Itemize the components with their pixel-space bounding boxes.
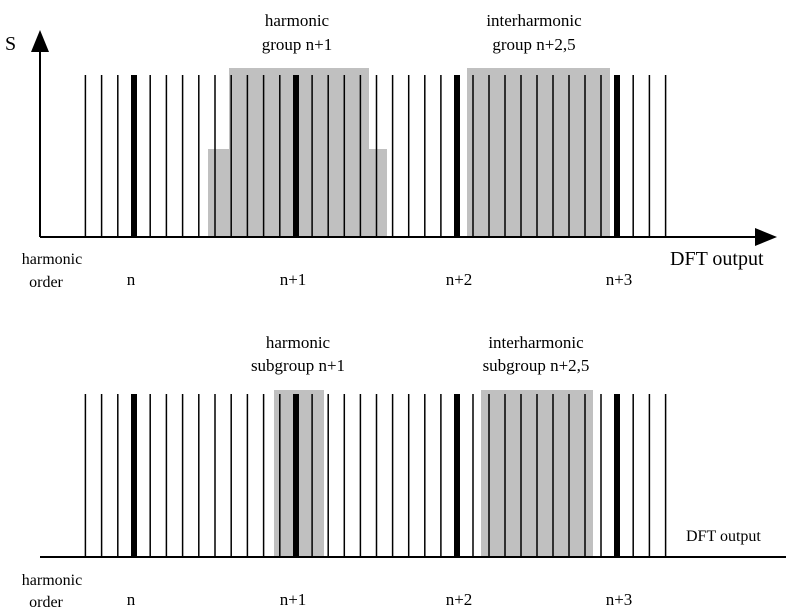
- bottom-shaded-regions: [274, 390, 593, 557]
- bottom-harmonic-subgroup-label-line2: subgroup n+1: [251, 356, 345, 375]
- top-order-label-n-plus-2: n+2: [446, 270, 473, 289]
- bottom-panel: DFT output harmonic subgroup n+1 interha…: [22, 333, 786, 611]
- bottom-spectral-lines: [84, 394, 667, 557]
- top-interharmonic-group-label-line2: group n+2,5: [492, 35, 575, 54]
- top-harmonic-order-label-line1: harmonic: [22, 251, 82, 268]
- top-spectral-lines: [84, 75, 667, 237]
- top-order-label-n-plus-1: n+1: [280, 270, 307, 289]
- bottom-interharmonic-subgroup-label-line2: subgroup n+2,5: [483, 356, 590, 375]
- bottom-order-label-n-plus-3: n+3: [606, 590, 633, 609]
- top-order-label-n-plus-3: n+3: [606, 270, 633, 289]
- bottom-order-label-n: n: [127, 590, 136, 609]
- top-harmonic-group-label-line1: harmonic: [265, 11, 330, 30]
- bottom-order-label-n-plus-2: n+2: [446, 590, 473, 609]
- top-x-axis-label: DFT output: [670, 248, 764, 270]
- bottom-order-label-n-plus-1: n+1: [280, 590, 307, 609]
- top-harmonic-order-label-line2: order: [29, 274, 63, 291]
- interharmonic-group-shade: [467, 68, 610, 237]
- top-order-label-n: n: [127, 270, 136, 289]
- top-x-axis-arrow: [755, 228, 777, 246]
- bottom-x-axis-label: DFT output: [686, 528, 761, 545]
- top-y-axis-arrow: [31, 30, 49, 52]
- top-y-axis-label: S: [5, 33, 16, 55]
- bottom-harmonic-order-label-line1: harmonic: [22, 572, 82, 589]
- bottom-harmonic-order-label-line2: order: [29, 594, 63, 611]
- top-harmonic-group-label-line2: group n+1: [262, 35, 333, 54]
- bottom-harmonic-subgroup-label-line1: harmonic: [266, 333, 331, 352]
- harmonic-group-shade-right-step: [369, 149, 387, 237]
- top-interharmonic-group-label-line1: interharmonic: [486, 11, 582, 30]
- harmonic-group-shade-left-step: [208, 149, 229, 237]
- bottom-interharmonic-subgroup-label-line1: interharmonic: [488, 333, 584, 352]
- top-panel: S DFT output harmonic group n+1 interhar…: [5, 11, 777, 291]
